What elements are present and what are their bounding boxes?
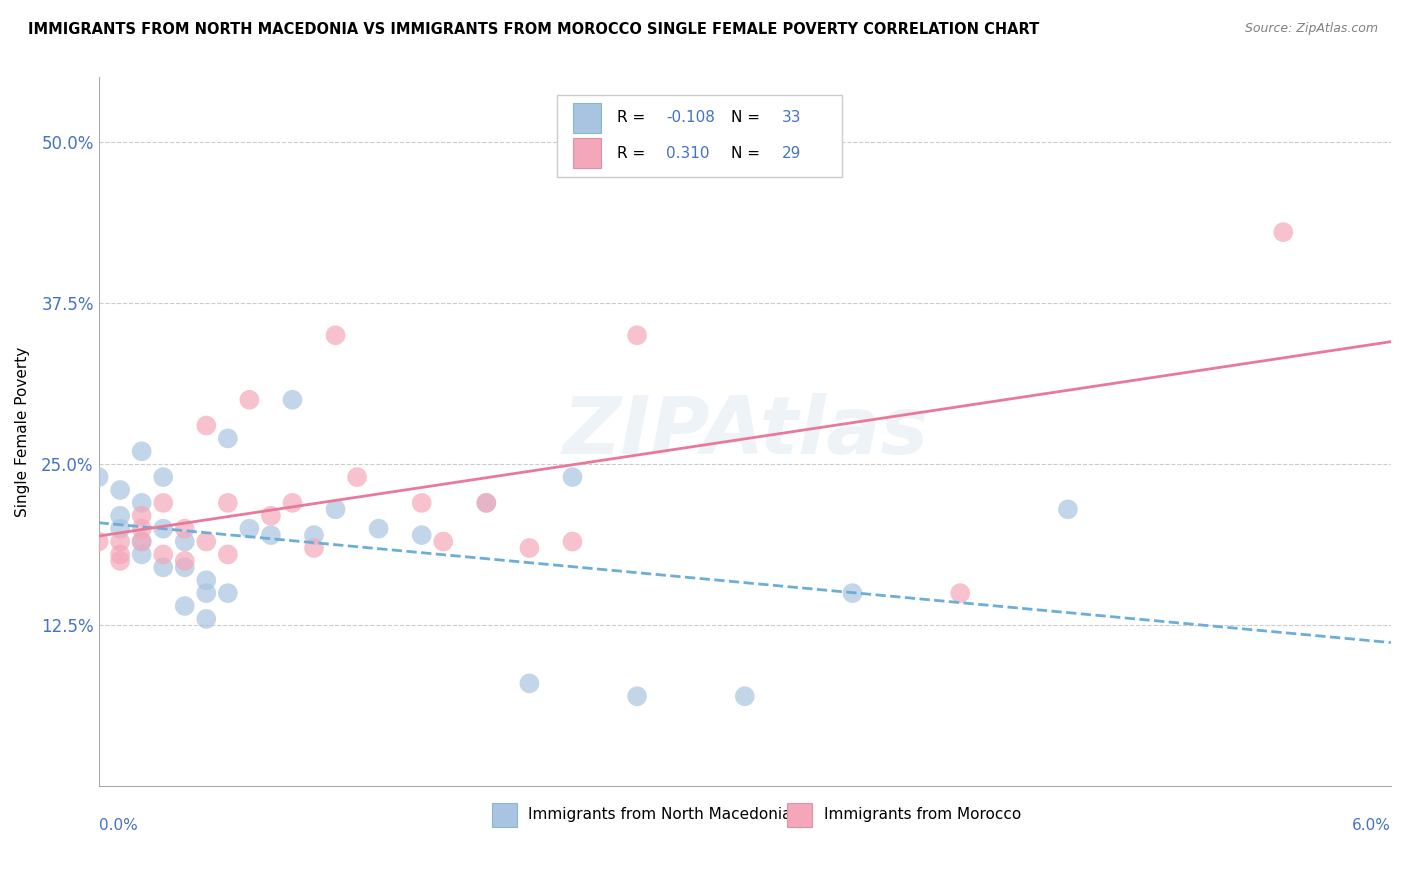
Point	[519, 676, 541, 690]
Point	[131, 522, 153, 536]
Point	[238, 392, 260, 407]
Point	[173, 560, 195, 574]
Point	[346, 470, 368, 484]
Point	[561, 470, 583, 484]
Point	[949, 586, 972, 600]
Point	[108, 534, 131, 549]
Point	[281, 496, 304, 510]
Point	[108, 548, 131, 562]
Point	[131, 496, 153, 510]
Point	[195, 573, 218, 587]
FancyBboxPatch shape	[572, 138, 602, 169]
Point	[87, 470, 110, 484]
Point	[173, 522, 195, 536]
Point	[131, 444, 153, 458]
Point	[626, 690, 648, 704]
Text: 29: 29	[782, 145, 801, 161]
Point	[131, 508, 153, 523]
Point	[217, 431, 239, 445]
Point	[367, 522, 389, 536]
Point	[217, 496, 239, 510]
Point	[325, 328, 347, 343]
Point	[152, 522, 174, 536]
Point	[217, 586, 239, 600]
Text: Source: ZipAtlas.com: Source: ZipAtlas.com	[1244, 22, 1378, 36]
Point	[411, 496, 433, 510]
Point	[195, 534, 218, 549]
Point	[131, 534, 153, 549]
Point	[519, 541, 541, 555]
Point	[1272, 225, 1295, 239]
Point	[195, 418, 218, 433]
Point	[1057, 502, 1080, 516]
FancyBboxPatch shape	[557, 95, 842, 177]
Text: R =: R =	[617, 145, 650, 161]
Point	[260, 528, 283, 542]
Point	[475, 496, 498, 510]
Point	[152, 496, 174, 510]
Point	[238, 522, 260, 536]
Text: R =: R =	[617, 111, 650, 126]
Text: Immigrants from Morocco: Immigrants from Morocco	[824, 807, 1021, 822]
Point	[281, 392, 304, 407]
Point	[108, 508, 131, 523]
Text: 0.310: 0.310	[666, 145, 710, 161]
Point	[108, 483, 131, 497]
Point	[173, 534, 195, 549]
Y-axis label: Single Female Poverty: Single Female Poverty	[15, 347, 30, 517]
Point	[475, 496, 498, 510]
Point	[131, 548, 153, 562]
Text: 6.0%: 6.0%	[1353, 818, 1391, 833]
Text: 0.0%: 0.0%	[98, 818, 138, 833]
Point	[173, 554, 195, 568]
Point	[131, 534, 153, 549]
Point	[841, 586, 863, 600]
Point	[411, 528, 433, 542]
Point	[325, 502, 347, 516]
Point	[195, 586, 218, 600]
Point	[87, 534, 110, 549]
Text: IMMIGRANTS FROM NORTH MACEDONIA VS IMMIGRANTS FROM MOROCCO SINGLE FEMALE POVERTY: IMMIGRANTS FROM NORTH MACEDONIA VS IMMIG…	[28, 22, 1039, 37]
Text: N =: N =	[731, 145, 765, 161]
Point	[734, 690, 756, 704]
Text: 33: 33	[782, 111, 801, 126]
Point	[432, 534, 454, 549]
Point	[626, 328, 648, 343]
Point	[152, 560, 174, 574]
Text: Immigrants from North Macedonia: Immigrants from North Macedonia	[529, 807, 792, 822]
Point	[217, 548, 239, 562]
Point	[152, 548, 174, 562]
Text: ZIPAtlas: ZIPAtlas	[561, 393, 928, 471]
Point	[173, 599, 195, 613]
Point	[561, 534, 583, 549]
Point	[195, 612, 218, 626]
FancyBboxPatch shape	[572, 103, 602, 133]
Text: N =: N =	[731, 111, 765, 126]
Text: -0.108: -0.108	[666, 111, 714, 126]
Point	[260, 508, 283, 523]
Point	[108, 522, 131, 536]
Point	[108, 554, 131, 568]
Point	[152, 470, 174, 484]
Point	[302, 528, 325, 542]
Point	[302, 541, 325, 555]
